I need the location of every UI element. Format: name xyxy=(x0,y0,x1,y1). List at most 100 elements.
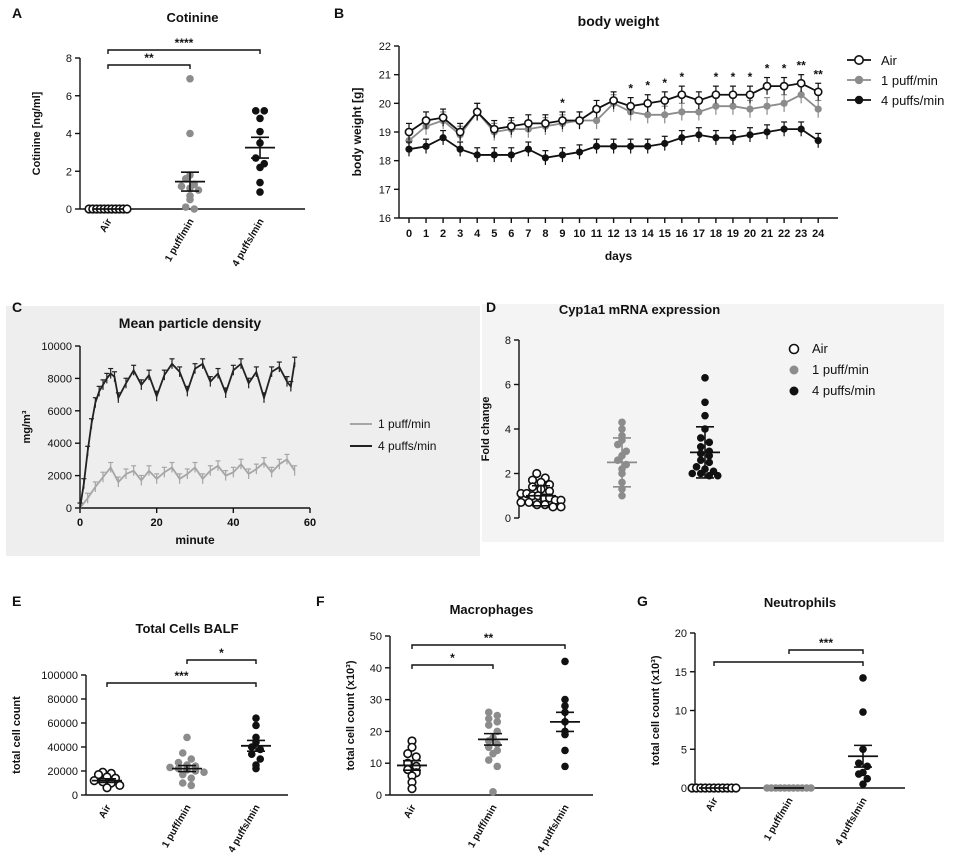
panel-b-point xyxy=(489,124,499,134)
panel-f-y-tick-label: 10 xyxy=(370,758,382,770)
panel-f-point xyxy=(493,718,502,726)
panel-e-point xyxy=(115,780,125,791)
panel-a-y-tick-label: 4 xyxy=(66,129,72,141)
panel-f-y-tick-label: 40 xyxy=(370,663,382,675)
panel-c-y-tick-label: 4000 xyxy=(48,438,72,450)
panel-b-significance-label: * xyxy=(782,62,787,76)
panel-f-point xyxy=(484,714,493,723)
panel-d-point xyxy=(532,468,542,479)
panel-c-legend-label: 1 puff/min xyxy=(378,417,430,431)
panel-c-x-tick-label: 60 xyxy=(304,517,316,529)
panel-b-point xyxy=(780,125,788,133)
panel-a-significance-bracket xyxy=(107,64,191,69)
panel-letter-f: F xyxy=(316,593,325,609)
panel-b-x-tick-label: 20 xyxy=(744,228,756,240)
panel-g-point xyxy=(807,784,815,792)
panel-f-point xyxy=(561,762,569,771)
panel-f-significance-bracket xyxy=(411,644,566,649)
panel-b-y-tick-label: 19 xyxy=(379,127,391,139)
panel-d-point xyxy=(524,497,534,508)
panel-b-legend-marker xyxy=(854,95,864,105)
panel-d-point xyxy=(705,438,714,447)
panel-a-y-tick-label: 6 xyxy=(66,91,72,103)
panel-g-point xyxy=(859,780,867,788)
panel-d-point xyxy=(705,458,714,467)
panel-b-point xyxy=(746,131,754,139)
panel-f-x-tick-label: 4 puffs/min xyxy=(535,803,571,855)
panel-f-significance-label: ** xyxy=(484,631,494,645)
panel-a-point xyxy=(181,203,190,211)
panel-e-point xyxy=(200,768,208,776)
panel-e-point xyxy=(183,733,191,742)
panel-d-point xyxy=(613,440,622,449)
panel-e-y-tick-label: 80000 xyxy=(47,694,78,706)
panel-e-point xyxy=(256,745,265,754)
panel-b-y-tick-label: 22 xyxy=(379,41,391,53)
panel-b-point xyxy=(745,90,755,100)
panel-b-x-tick-label: 4 xyxy=(474,228,481,240)
panel-b-x-tick-label: 17 xyxy=(693,228,705,240)
panel-c-x-tick-label: 0 xyxy=(77,517,83,529)
panel-b-point xyxy=(558,151,567,159)
panel-d-point xyxy=(548,502,558,512)
panel-a-point xyxy=(256,178,264,187)
panel-b-x-tick-label: 7 xyxy=(525,228,531,240)
panel-d-point xyxy=(701,411,709,420)
panel-b-x-tick-label: 10 xyxy=(573,228,585,240)
panel-d-point xyxy=(556,502,566,512)
panel-b-point xyxy=(455,127,465,137)
panel-b-point xyxy=(695,108,703,116)
panel-b-x-tick-label: 6 xyxy=(508,228,514,240)
panel-b-legend-marker xyxy=(854,75,864,85)
panel-letter-d: D xyxy=(486,299,496,315)
panel-f-y-label: total cell count (x10³) xyxy=(345,660,357,770)
panel-f-point xyxy=(411,752,421,762)
panel-e-point xyxy=(187,781,196,790)
panel-d-point xyxy=(713,471,722,480)
panel-a-significance-label: ** xyxy=(144,51,154,65)
panel-b-x-tick-label: 16 xyxy=(676,228,688,240)
panel-e-point xyxy=(247,743,256,751)
panel-d-point xyxy=(540,500,550,510)
panel-e-x-tick-label: 4 puffs/min xyxy=(226,803,262,855)
panel-b-point xyxy=(813,87,823,97)
panel-g-point xyxy=(863,774,872,783)
panel-a-point xyxy=(251,107,260,115)
panel-d-point xyxy=(705,451,714,460)
panel-b-point xyxy=(694,96,704,105)
panel-c-y-tick-label: 6000 xyxy=(48,406,72,418)
panel-d-y-tick-label: 0 xyxy=(505,513,511,525)
panel-g-significance-bracket xyxy=(788,649,864,654)
panel-b-x-tick-label: 5 xyxy=(491,228,497,240)
panel-b-legend-label: 1 puff/min xyxy=(881,73,938,88)
panel-d-legend-marker xyxy=(788,343,800,355)
panel-b-point xyxy=(644,142,652,150)
panel-f-point xyxy=(484,708,493,717)
panel-b-x-tick-label: 2 xyxy=(440,228,446,240)
panel-f-significance-bracket xyxy=(411,664,494,669)
panel-b-y-tick-label: 18 xyxy=(379,156,391,168)
panel-b-point xyxy=(762,81,772,91)
panel-f-y-tick-label: 30 xyxy=(370,695,382,707)
panel-b-point xyxy=(575,148,584,156)
panel-b-point xyxy=(780,99,788,107)
panel-e-point xyxy=(252,721,260,730)
panel-g-point xyxy=(859,674,867,682)
panel-d-y-tick-label: 6 xyxy=(505,380,511,392)
panel-g-x-tick-label: Air xyxy=(704,796,721,814)
panel-a-point xyxy=(186,195,194,204)
panel-f-point xyxy=(489,749,497,758)
panel-b-y-tick-label: 21 xyxy=(379,70,391,82)
panel-b-point xyxy=(661,111,669,119)
panel-e-point xyxy=(247,750,256,758)
panel-e-point xyxy=(102,783,112,793)
panel-b-x-tick-label: 21 xyxy=(761,228,773,240)
panel-e-point xyxy=(178,749,187,757)
panel-b-point xyxy=(797,125,805,133)
panel-d-point xyxy=(688,469,697,478)
panel-f-point xyxy=(561,746,569,755)
panel-g-y-tick-label: 20 xyxy=(675,628,687,640)
panel-b-significance-label: * xyxy=(748,70,753,84)
panel-a-point xyxy=(186,129,194,138)
